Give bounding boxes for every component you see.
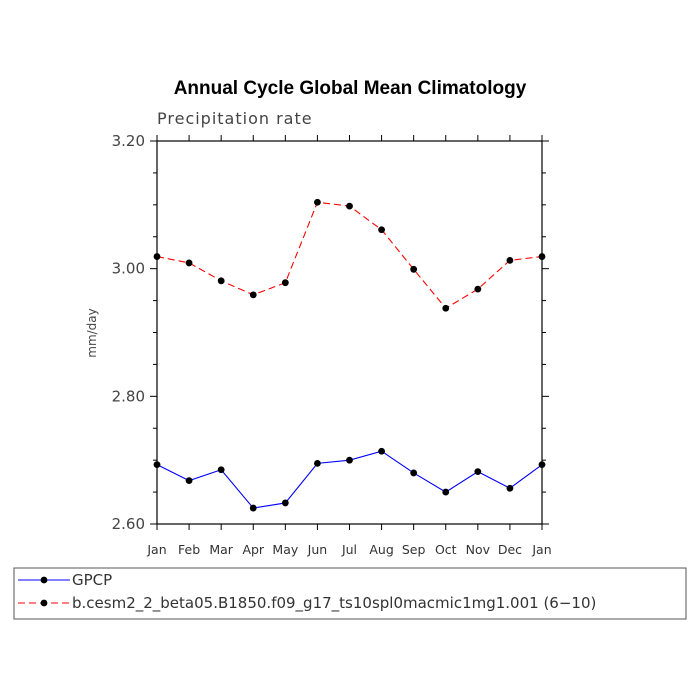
legend-label: GPCP (72, 571, 112, 589)
y-axis-label: mm/day (85, 308, 99, 358)
data-point (474, 468, 482, 476)
data-point (281, 279, 289, 287)
x-tick-label: Feb (178, 542, 200, 557)
data-point (506, 256, 514, 264)
y-tick-label: 3.20 (112, 132, 145, 150)
legend-label: b.cesm2_2_beta05.B1850.f09_g17_ts10spl0m… (72, 594, 596, 613)
data-point (378, 226, 385, 234)
data-point (249, 291, 257, 299)
data-point (217, 277, 225, 285)
data-point (153, 253, 161, 260)
x-tick-label: Jun (307, 542, 328, 557)
data-point (346, 456, 353, 464)
data-point (217, 466, 225, 474)
plot-frame (156, 140, 543, 525)
data-point (506, 484, 514, 492)
series-2 (153, 198, 546, 312)
x-tick-label: Jul (341, 542, 357, 557)
data-point (314, 198, 321, 206)
x-tick-label: Jan (531, 542, 551, 557)
data-point (153, 461, 161, 469)
data-point (346, 202, 353, 210)
y-tick-label: 2.60 (112, 515, 145, 533)
legend-box (13, 567, 687, 620)
data-point (442, 488, 450, 496)
data-point (442, 304, 450, 312)
x-tick-label: Nov (466, 542, 491, 557)
data-point (474, 285, 482, 293)
series-line (156, 201, 543, 309)
data-point (281, 499, 289, 507)
x-tick-label: Oct (435, 542, 457, 557)
y-tick-label: 2.80 (112, 387, 145, 405)
legend: GPCP b.cesm2_2_beta05.B1850.f09_g17_ts10s… (13, 567, 687, 620)
axes-layer: 2.60 2.80 3.00 3.20 Jan Feb Mar Apr May Jun Jul Aug… (112, 132, 552, 557)
x-tick-label: Dec (498, 542, 522, 557)
data-point (185, 477, 193, 484)
legend-marker (40, 599, 48, 607)
chart-title: Annual Cycle Global Mean Climatology (174, 78, 527, 99)
series-layer (153, 198, 546, 512)
x-tick-label: Mar (209, 542, 233, 557)
y-tick-label: 3.00 (112, 260, 145, 278)
data-point (538, 461, 546, 469)
x-tick-label: Jan (146, 542, 166, 557)
legend-marker (40, 576, 48, 584)
data-point (314, 459, 321, 467)
x-tick-label: Aug (369, 542, 393, 557)
data-point (410, 469, 418, 477)
data-point (185, 259, 193, 267)
x-tick-label: Sep (402, 542, 426, 557)
data-point (538, 253, 546, 260)
data-point (249, 504, 257, 512)
x-tick-label: May (272, 542, 298, 557)
chart-subtitle: Precipitation rate (157, 109, 313, 128)
data-point (410, 265, 418, 273)
x-tick-label: Apr (242, 542, 264, 557)
series-1 (153, 447, 546, 512)
data-point (378, 447, 385, 455)
